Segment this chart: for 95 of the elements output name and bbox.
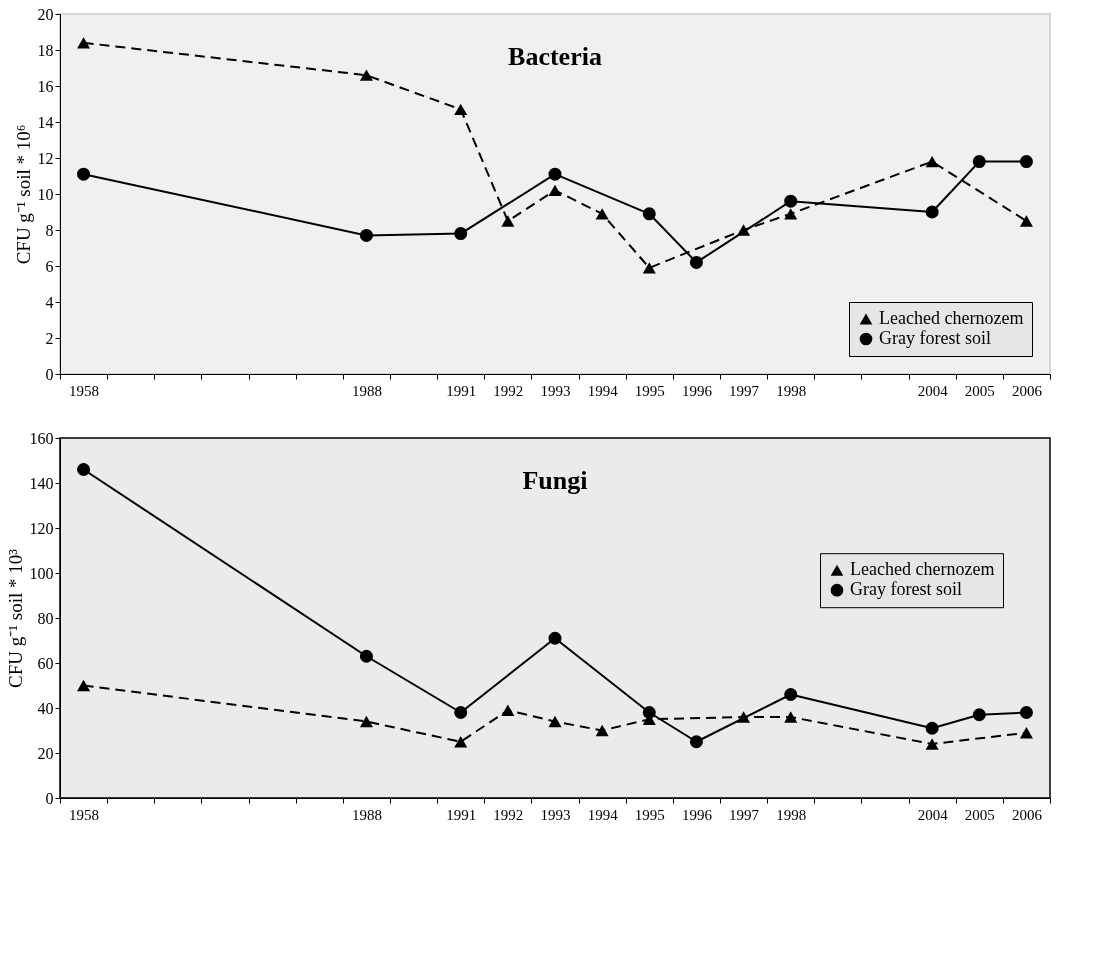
x-tick-label: 1958	[69, 382, 100, 399]
y-tick-label: 120	[29, 519, 54, 537]
y-axis-title: CFU g⁻¹ soil * 10³	[4, 548, 26, 688]
point	[784, 711, 798, 723]
x-tick-label: 1991	[446, 382, 477, 399]
point	[784, 687, 798, 702]
point	[454, 227, 468, 241]
y-tick-label: 14	[37, 113, 54, 131]
point	[1019, 727, 1033, 739]
point	[501, 704, 515, 716]
point	[784, 194, 798, 208]
x-tick-label: 1997	[729, 806, 760, 823]
legend-label: Gray forest soil	[879, 328, 991, 348]
point	[642, 207, 656, 221]
point	[359, 715, 373, 728]
point	[454, 705, 468, 720]
point	[925, 205, 939, 219]
x-tick-label: 1991	[446, 806, 477, 823]
x-tick-label: 1997	[729, 382, 760, 399]
y-tick-label: 20	[37, 5, 54, 23]
x-tick-label: 1993	[540, 382, 571, 399]
y-tick-label: 20	[37, 744, 54, 762]
point	[737, 711, 751, 723]
point	[359, 228, 373, 242]
text: Bacteria	[508, 42, 602, 72]
point	[689, 255, 703, 269]
y-tick-label: 160	[29, 429, 54, 447]
point	[925, 738, 939, 750]
y-tick-label: 6	[45, 257, 54, 275]
x-tick-label: 2006	[1011, 806, 1043, 823]
point	[737, 224, 751, 236]
y-tick-label: 16	[37, 77, 54, 95]
point	[548, 631, 562, 645]
y-axis-title: CFU g⁻¹ soil * 10⁶	[12, 124, 34, 265]
y-tick-label: 10	[37, 185, 54, 203]
x-tick-label: 1995	[634, 382, 665, 399]
point	[77, 37, 91, 49]
point	[77, 462, 91, 477]
point	[642, 705, 656, 720]
y-tick-label: 18	[37, 41, 54, 59]
y-tick-label: 80	[37, 609, 54, 627]
x-tick-label: 1993	[540, 806, 571, 823]
x-tick-label: 1996	[681, 806, 713, 823]
point	[359, 69, 373, 81]
point	[925, 721, 939, 735]
point	[1019, 215, 1033, 227]
x-tick-label: 2005	[964, 382, 995, 399]
point	[359, 649, 373, 663]
point	[548, 715, 562, 728]
y-tick-label: 60	[37, 654, 54, 672]
legend-label: Leached chernozem	[879, 308, 1024, 328]
point	[77, 679, 91, 692]
point	[1019, 705, 1033, 720]
y-tick-label: 2	[45, 329, 54, 347]
legend-label: Gray forest soil	[850, 579, 962, 600]
y-tick-label: 140	[29, 474, 54, 492]
y-tick-label: 0	[45, 789, 54, 807]
y-tick-label: 0	[45, 365, 54, 383]
x-tick-label: 2004	[917, 806, 949, 823]
point	[925, 155, 939, 168]
point	[454, 736, 468, 748]
x-tick-label: 1996	[681, 382, 713, 399]
text: Fungi	[522, 466, 588, 496]
point	[595, 724, 609, 737]
x-tick-label: 1988	[351, 382, 382, 399]
x-tick-label: 1998	[776, 806, 807, 823]
x-tick-label: 1998	[776, 382, 807, 399]
point	[784, 208, 798, 220]
point	[1019, 155, 1033, 169]
x-tick-label: 2004	[917, 382, 949, 399]
x-tick-label: 1994	[587, 806, 619, 823]
point	[642, 262, 656, 274]
y-tick-label: 40	[37, 699, 54, 717]
y-tick-label: 12	[37, 149, 54, 167]
x-tick-label: 1992	[493, 382, 524, 399]
x-tick-label: 1995	[634, 806, 665, 823]
point	[454, 103, 468, 116]
x-tick-label: 2006	[1011, 382, 1043, 399]
point	[77, 167, 91, 181]
y-tick-label: 4	[45, 293, 54, 311]
point	[595, 208, 609, 220]
y-tick-label: 8	[45, 221, 54, 239]
point	[972, 155, 986, 169]
point	[548, 167, 562, 181]
point	[501, 215, 515, 227]
point	[972, 708, 986, 722]
x-tick-label: 1992	[493, 806, 524, 823]
x-tick-label: 2005	[964, 806, 995, 823]
legend-label: Leached chernozem	[850, 559, 995, 580]
x-tick-label: 1958	[69, 806, 100, 823]
x-tick-label: 1994	[587, 382, 619, 399]
y-tick-label: 100	[29, 564, 54, 582]
point	[548, 184, 562, 197]
x-tick-label: 1988	[351, 806, 382, 823]
point	[689, 735, 703, 749]
